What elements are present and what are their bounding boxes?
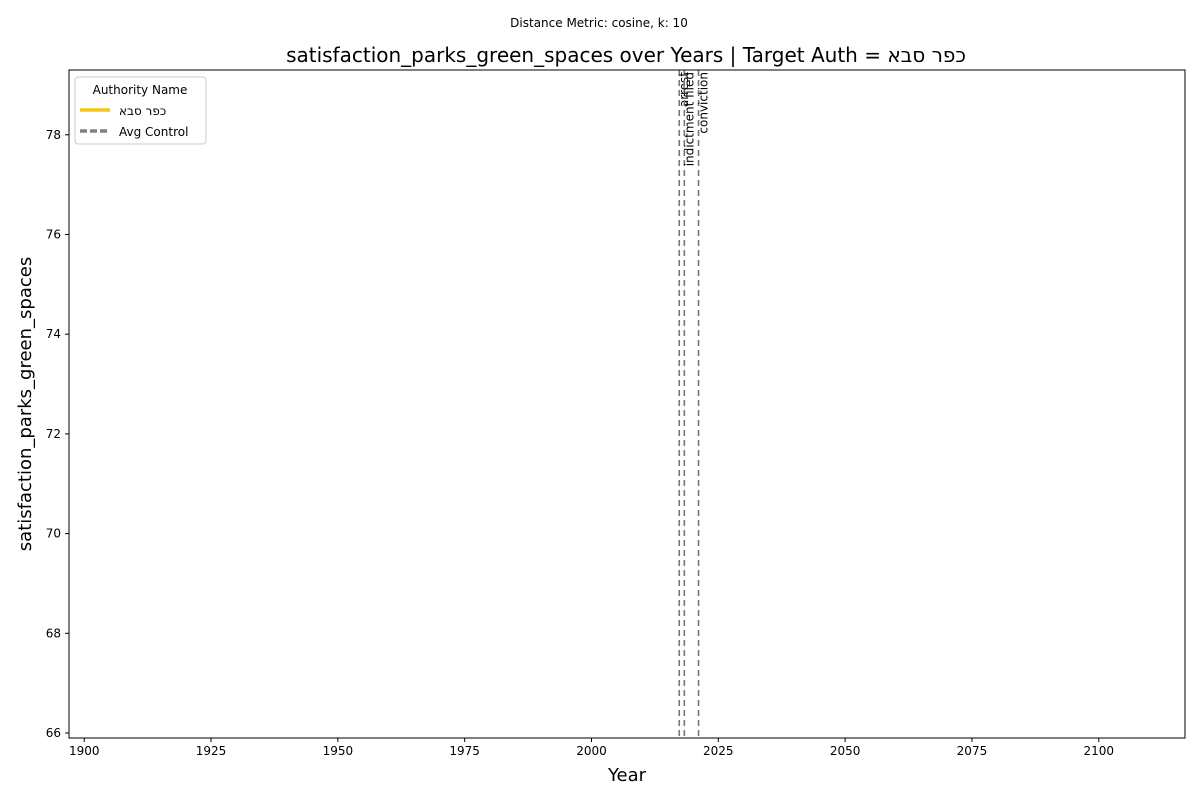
chart-title: satisfaction_parks_green_spaces over Yea… bbox=[286, 43, 966, 67]
x-tick-label: 2000 bbox=[576, 744, 607, 758]
legend-title: Authority Name bbox=[93, 83, 188, 97]
plot-frame bbox=[68, 69, 1186, 739]
y-tick-label: 78 bbox=[46, 128, 61, 142]
x-tick-label: 2100 bbox=[1083, 744, 1114, 758]
event-label: arrest bbox=[677, 72, 691, 107]
x-tick-label: 1925 bbox=[196, 744, 227, 758]
y-tick-label: 68 bbox=[46, 626, 61, 640]
legend-label-control: Avg Control bbox=[119, 125, 188, 139]
legend-box bbox=[74, 76, 207, 145]
x-tick-label: 1975 bbox=[449, 744, 480, 758]
y-tick-label: 72 bbox=[46, 427, 61, 441]
legend: Authority Name כפר סבא Avg Control bbox=[74, 76, 207, 145]
x-tick-label: 1900 bbox=[69, 744, 100, 758]
event-label: indictment filed bbox=[682, 72, 696, 166]
y-tick-label: 66 bbox=[46, 726, 61, 740]
y-tick-label: 74 bbox=[46, 327, 61, 341]
y-tick-label: 70 bbox=[46, 527, 61, 541]
legend-label-target: כפר סבא bbox=[119, 104, 166, 118]
x-tick-label: 1950 bbox=[323, 744, 354, 758]
y-tick-label: 76 bbox=[46, 228, 61, 242]
x-tick-label: 2050 bbox=[830, 744, 861, 758]
event-label: conviction bbox=[697, 72, 711, 134]
x-axis-label: Year bbox=[607, 765, 647, 786]
x-tick-label: 2075 bbox=[957, 744, 988, 758]
y-axis-label: satisfaction_parks_green_spaces bbox=[15, 257, 36, 551]
x-tick-label: 2025 bbox=[703, 744, 734, 758]
chart-suptitle: Distance Metric: cosine, k: 10 bbox=[510, 16, 688, 30]
